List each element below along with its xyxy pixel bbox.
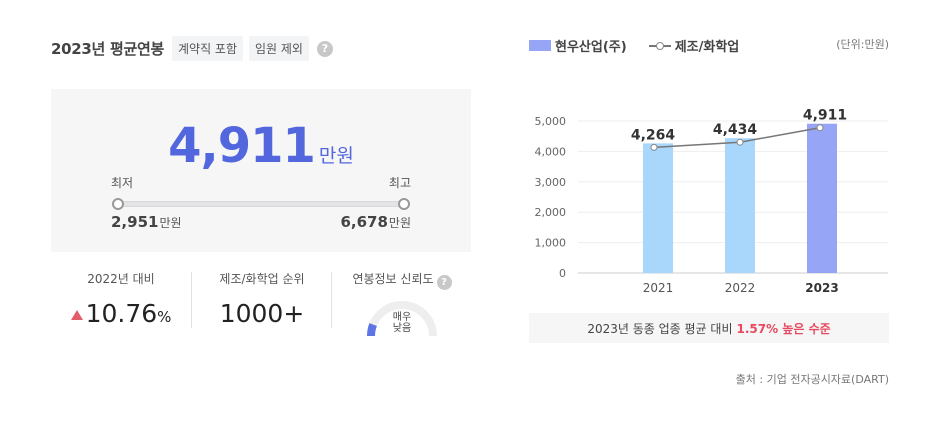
rank-value: 1000+	[219, 299, 305, 328]
tag-executives-excluded: 임원 제외	[249, 36, 309, 61]
triangle-up-icon	[70, 310, 83, 320]
min-label: 최저	[111, 176, 134, 190]
tag-contract-included: 계약직 포함	[171, 36, 243, 61]
data-label: 4,434	[713, 122, 758, 138]
industry-point	[736, 138, 744, 146]
bar-2022	[725, 138, 755, 273]
max-label: 최고	[388, 176, 411, 190]
source-note: 출처 : 기업 전자공시자료(DART)	[735, 373, 889, 386]
chart-legend: 현우산업(주) 제조/화학업	[529, 36, 739, 55]
industry-comparison-note: 2023년 동종 업종 평균 대비 1.57% 높은 수준	[529, 313, 889, 343]
yoy-label: 2022년 대비	[87, 272, 155, 286]
y-tick-label: 1,000	[535, 237, 567, 250]
data-label: 4,264	[631, 127, 676, 143]
x-tick-label: 2023	[805, 281, 838, 295]
range-min-handle	[112, 198, 124, 210]
yoy-value: 10.76	[85, 299, 158, 328]
note-highlight: 1.57% 높은 수준	[736, 321, 831, 336]
min-salary-value: 2,951	[111, 213, 159, 231]
reliability-stat: 연봉정보 신뢰도? 매우 낮음	[332, 270, 472, 336]
y-tick-label: 3,000	[535, 176, 567, 189]
legend-company: 현우산업(주)	[555, 40, 627, 55]
y-tick-label: 2,000	[535, 206, 567, 219]
divider	[191, 272, 192, 328]
average-salary: 4,911 만원	[51, 118, 471, 174]
reliability-value-line1: 매우	[392, 312, 412, 323]
legend-bar-swatch	[529, 40, 551, 51]
x-tick-label: 2021	[643, 281, 674, 295]
question-circle-icon[interactable]: ?	[316, 40, 333, 57]
yoy-stat: 2022년 대비 10.76%	[51, 270, 191, 328]
y-tick-label: 5,000	[535, 115, 567, 128]
legend-line-swatch	[648, 41, 671, 51]
data-label: 4,911	[803, 108, 847, 124]
yoy-unit: %	[157, 308, 172, 326]
question-circle-icon[interactable]: ?	[436, 275, 452, 290]
range-max-handle	[398, 198, 410, 210]
max-salary-unit: 만원	[388, 216, 411, 230]
min-salary: 2,951만원	[111, 213, 182, 231]
average-salary-unit: 만원	[318, 145, 354, 167]
reliability-label: 연봉정보 신뢰도	[352, 272, 434, 286]
unit-note: (단위:만원)	[836, 38, 889, 51]
rank-stat: 제조/화학업 순위 1000+	[192, 270, 332, 328]
bar-2021	[643, 143, 673, 273]
industry-point	[650, 143, 658, 151]
gauge-track	[367, 301, 437, 336]
industry-point	[816, 124, 824, 132]
note-prefix: 2023년 동종 업종 평균 대비	[587, 321, 733, 336]
y-tick-label: 4,000	[535, 145, 567, 158]
average-salary-box: 4,911 만원 최저 최고 2,951만원 6,678만원	[51, 89, 471, 252]
gauge-fill	[367, 323, 377, 336]
bar-2023	[807, 123, 837, 273]
rank-label: 제조/화학업 순위	[219, 272, 305, 286]
max-salary: 6,678만원	[340, 213, 411, 231]
x-tick-label: 2022	[725, 281, 756, 295]
average-salary-value: 4,911	[168, 118, 316, 174]
max-salary-value: 6,678	[340, 213, 388, 231]
salary-range-bar	[112, 198, 410, 210]
salary-trend-chart: 0 1,000 2,000 3,000 4,000 5,000 2021 2022 2023 4,…	[535, 108, 888, 295]
legend-industry: 제조/화학업	[674, 40, 740, 55]
reliability-value-line2: 낮음	[392, 323, 412, 334]
salary-title-row: 2023년 평균연봉 계약직 포함 임원 제외 ?	[51, 36, 333, 61]
page-title: 2023년 평균연봉	[51, 40, 164, 58]
y-tick-label: 0	[559, 267, 566, 280]
divider	[331, 272, 332, 328]
reliability-gauge: 매우 낮음	[366, 300, 438, 336]
min-salary-unit: 만원	[159, 216, 182, 230]
